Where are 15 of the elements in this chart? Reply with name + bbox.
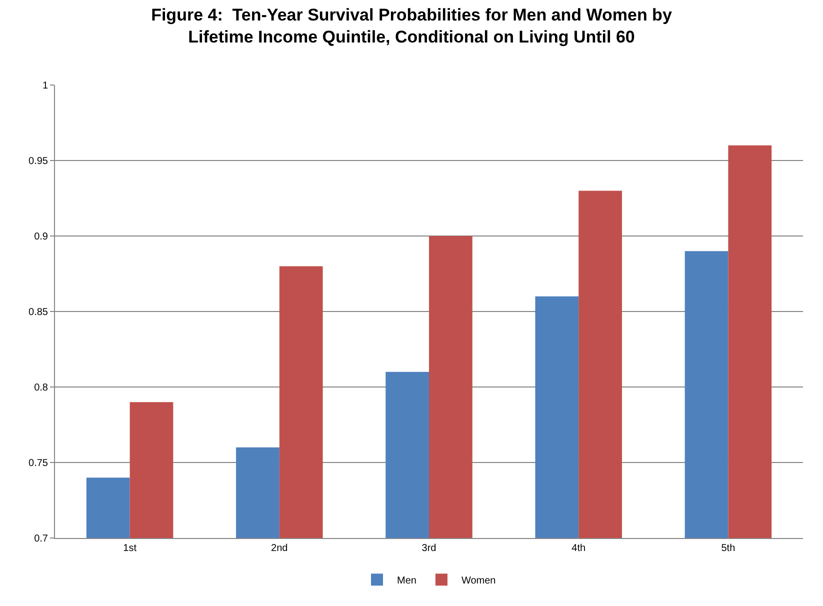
y-tick-label: 0.95 — [28, 156, 48, 167]
y-tick-label: 0.85 — [28, 307, 48, 318]
x-tick-label: 4th — [572, 543, 586, 554]
y-tick-label: 1 — [42, 80, 48, 92]
y-tick-label: 0.75 — [28, 458, 48, 469]
y-tick-label: 0.8 — [34, 382, 48, 394]
x-tick-label: 5th — [721, 543, 736, 554]
y-tick-label: 0.9 — [34, 232, 48, 242]
x-tick-label: 1st — [123, 543, 137, 554]
y-tick-label: 0.7 — [34, 534, 48, 544]
chart-title: Figure 4: Ten-Year Survival Probabilities for Men and Women by Lifetime Income Quintile, Conditional on Living Until 60 — [151, 5, 672, 46]
legend-label: Women — [461, 576, 496, 587]
x-tick-label: 3rd — [422, 543, 436, 554]
legend-label: Men — [397, 576, 416, 587]
x-tick-label: 2nd — [271, 543, 288, 554]
